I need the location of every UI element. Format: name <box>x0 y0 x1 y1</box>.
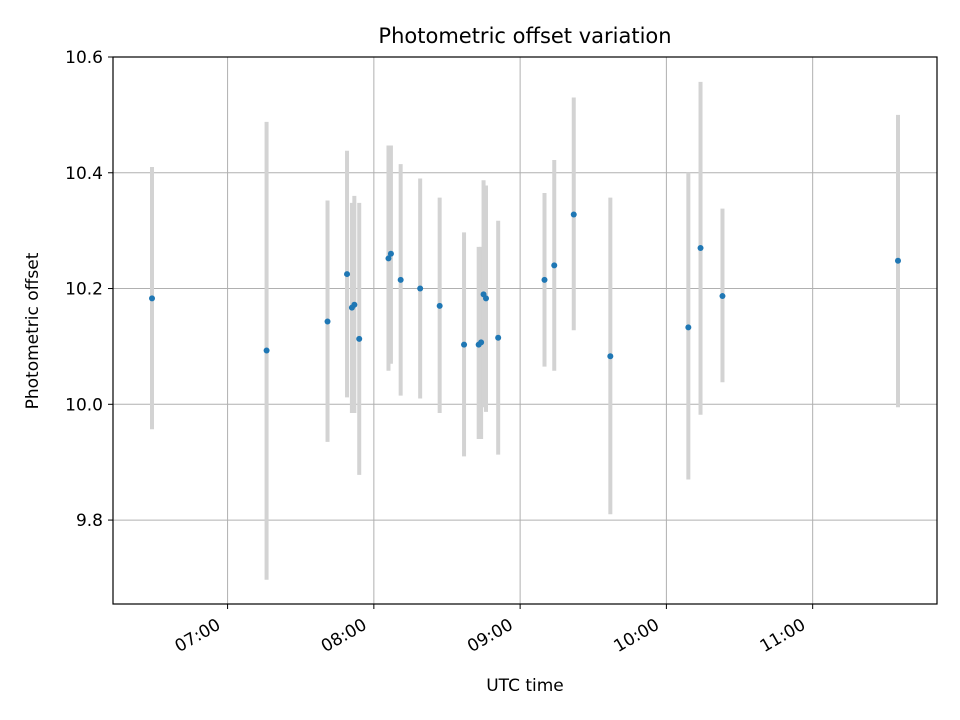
data-point <box>570 211 577 218</box>
plot-frame <box>112 56 938 605</box>
y-tick-label: 10.2 <box>65 280 103 300</box>
error-bars <box>150 81 900 580</box>
x-axis-ticks: 07:00 08:00 09:00 10:00 11:00 <box>172 604 814 657</box>
y-axis-ticks: 9.8 10.0 10.2 10.4 10.6 <box>65 48 113 531</box>
y-tick-label: 10.0 <box>65 395 103 415</box>
x-tick-label: 09:00 <box>464 615 516 657</box>
data-point <box>894 257 901 264</box>
grid-lines <box>113 56 937 604</box>
data-point <box>436 302 443 309</box>
x-tick-label: 11:00 <box>757 615 809 657</box>
y-tick-label: 10.4 <box>65 164 103 184</box>
data-point <box>149 295 156 302</box>
y-tick-label: 10.6 <box>65 48 103 68</box>
data-point <box>541 276 548 283</box>
data-point <box>387 250 394 257</box>
data-point <box>697 245 704 252</box>
x-tick-label: 07:00 <box>172 615 224 657</box>
x-tick-label: 10:00 <box>610 615 662 657</box>
data-point <box>607 353 614 360</box>
data-point <box>417 285 424 292</box>
data-point <box>397 276 404 283</box>
x-axis-label: UTC time <box>486 676 564 696</box>
x-tick-label: 08:00 <box>318 615 370 657</box>
data-point <box>482 295 489 302</box>
data-point <box>385 255 392 262</box>
chart-title: Photometric offset variation <box>378 24 671 48</box>
data-point <box>351 301 358 308</box>
data-point <box>551 262 558 269</box>
y-tick-label: 9.8 <box>76 511 103 531</box>
data-point <box>685 324 692 331</box>
data-point <box>344 271 351 278</box>
data-point <box>495 334 502 341</box>
y-axis-label: Photometric offset <box>23 252 43 409</box>
data-point <box>263 347 270 354</box>
data-point <box>478 339 485 346</box>
data-points <box>149 211 901 360</box>
data-point <box>461 341 468 348</box>
data-point <box>356 335 363 342</box>
data-point <box>324 318 331 325</box>
data-point <box>719 293 726 300</box>
